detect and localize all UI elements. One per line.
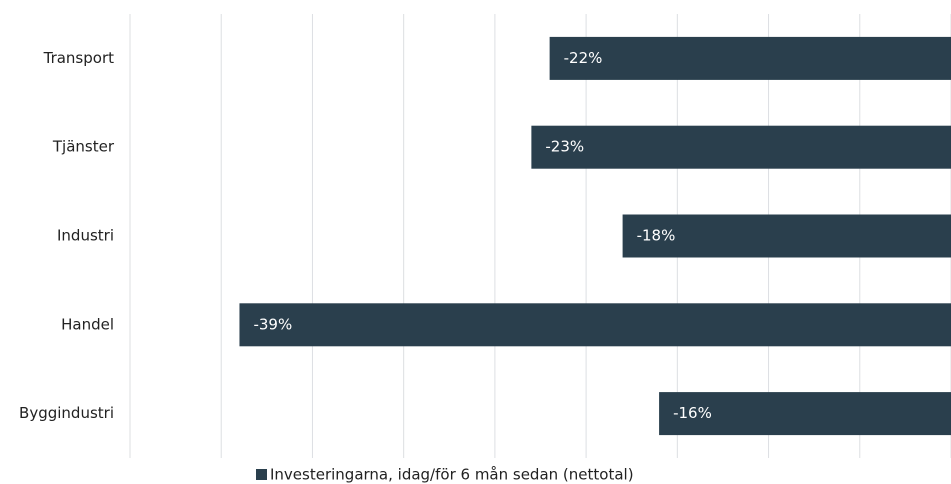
bar (549, 36, 951, 80)
bar (239, 303, 951, 347)
legend-swatch (256, 469, 267, 480)
legend-label: Investeringarna, idag/för 6 mån sedan (n… (270, 466, 634, 484)
y-tick-label: Byggindustri (19, 404, 114, 422)
data-label: -22% (564, 49, 603, 67)
y-tick-label: Handel (61, 315, 114, 333)
y-tick-label: Transport (43, 49, 115, 67)
bar (531, 125, 951, 169)
data-label: -18% (637, 227, 676, 245)
bar (659, 392, 951, 436)
data-label: -39% (253, 315, 292, 333)
data-label: -16% (673, 404, 712, 422)
data-label: -23% (545, 138, 584, 156)
y-tick-label: Industri (57, 227, 114, 245)
bar (622, 214, 951, 258)
y-tick-label: Tjänster (52, 138, 115, 156)
